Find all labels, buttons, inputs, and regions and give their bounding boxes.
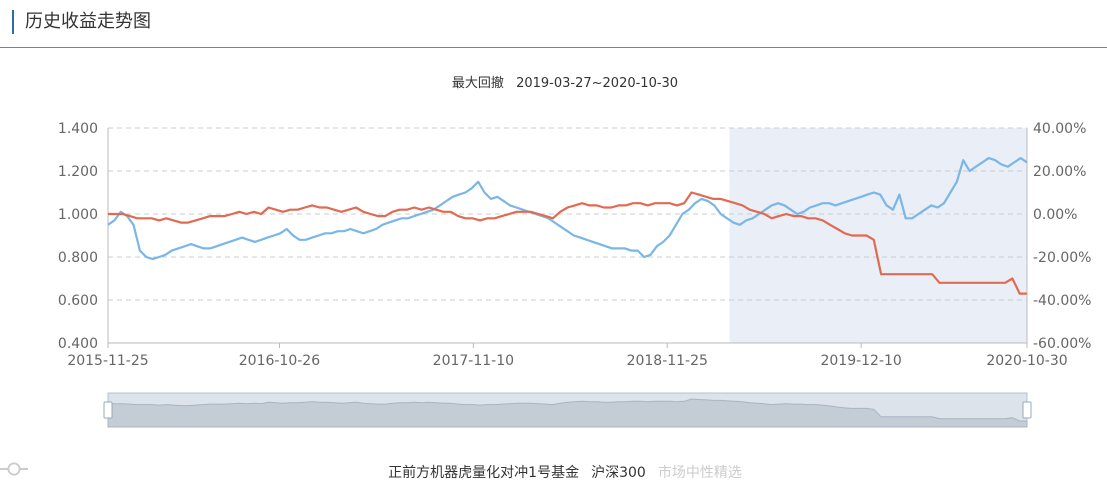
legend-label: 沪深300 [591, 465, 646, 481]
legend-label: 正前方机器虎量化对冲1号基金 [388, 465, 580, 481]
fund-series-line [108, 191, 1027, 295]
legend-item[interactable]: 正前方机器虎量化对冲1号基金 [0, 462, 580, 484]
y-left-tick-label: 0.400 [58, 336, 98, 352]
y-left-tick-label: 0.800 [58, 250, 98, 266]
zoom-handle-left[interactable] [103, 401, 113, 419]
x-tick-label: 2019-12-10 [820, 353, 901, 369]
legend-item[interactable]: 市场中性精选 [0, 462, 742, 484]
zoom-handle-right[interactable] [1022, 401, 1032, 419]
legend-item[interactable]: 沪深300 [0, 462, 646, 484]
index-series-line [107, 157, 1028, 261]
y-right-tick-label: -40.00% [1033, 293, 1091, 309]
y-right-tick-label: 40.00% [1033, 121, 1086, 137]
y-right-tick-label: 0.00% [1033, 207, 1077, 223]
y-left-tick-label: 1.200 [58, 164, 98, 180]
y-left-tick-label: 0.600 [58, 293, 98, 309]
section-title: 历史收益走势图 [25, 11, 151, 32]
x-tick-label: 2015-11-25 [67, 353, 148, 369]
y-right-tick-label: 20.00% [1033, 164, 1086, 180]
x-tick-label: 2018-11-25 [627, 353, 708, 369]
y-left-tick-label: 1.000 [58, 207, 98, 223]
y-left-tick-label: 1.400 [58, 121, 98, 137]
subtitle-range: 2019-03-27~2020-10-30 [516, 76, 679, 91]
chart-legend: 正前方机器虎量化对冲1号基金 沪深300 市场中性精选 [0, 462, 1107, 484]
y-right-tick-label: -20.00% [1033, 250, 1091, 266]
x-tick-label: 2016-10-26 [239, 353, 320, 369]
legend-label: 市场中性精选 [657, 465, 742, 481]
section-header: 历史收益走势图 [0, 0, 1107, 48]
chart-subtitle: 最大回撤 2019-03-27~2020-10-30 [0, 72, 1107, 91]
drawdown-shaded-region [729, 128, 1027, 343]
x-tick-label: 2017-11-10 [433, 353, 514, 369]
x-tick-label: 2020-10-30 [986, 353, 1067, 369]
legend-line-circle-icon [0, 462, 28, 476]
subtitle-label: 最大回撤 [451, 76, 504, 91]
zoom-slider-preview [107, 398, 1028, 428]
header-accent-bar [12, 10, 14, 34]
y-right-tick-label: -60.00% [1033, 336, 1091, 352]
line-chart: 1.400 40.00% 1.200 20.00% 1.000 0.00% 0.800 -20… [58, 121, 1091, 428]
